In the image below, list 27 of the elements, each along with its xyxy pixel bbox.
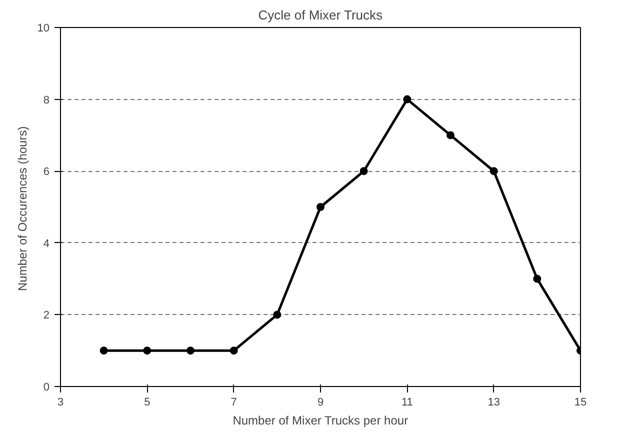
chart-title: Cycle of Mixer Trucks [258, 8, 384, 22]
y-tick-label: 4 [43, 238, 50, 250]
point [360, 167, 368, 176]
y-tick-label: 2 [43, 310, 50, 322]
x-tick-label: 13 [488, 396, 500, 408]
x-tick-label: 15 [574, 396, 587, 408]
x-tick-label: 5 [144, 396, 150, 408]
point [490, 167, 498, 176]
x-tick-label: 7 [230, 396, 237, 408]
x-tick-label: 9 [317, 396, 324, 408]
point [533, 274, 542, 283]
point [186, 346, 194, 355]
point [230, 346, 238, 355]
x-tick-label: 3 [57, 396, 64, 408]
x-axis-title: Number of Mixer Trucks per hour [232, 414, 408, 428]
point [446, 131, 454, 140]
point [316, 203, 324, 211]
y-tick-label: 0 [43, 382, 50, 394]
y-axis-title: Number of Occurences (hours) [15, 126, 30, 292]
y-tick-label: 8 [43, 94, 50, 106]
point [403, 95, 412, 104]
x-tick-label: 11 [401, 396, 413, 408]
y-tick-label: 6 [43, 166, 50, 178]
y-tick-label: 10 [37, 22, 50, 34]
point [143, 346, 152, 355]
point [273, 310, 282, 319]
point [100, 346, 108, 355]
